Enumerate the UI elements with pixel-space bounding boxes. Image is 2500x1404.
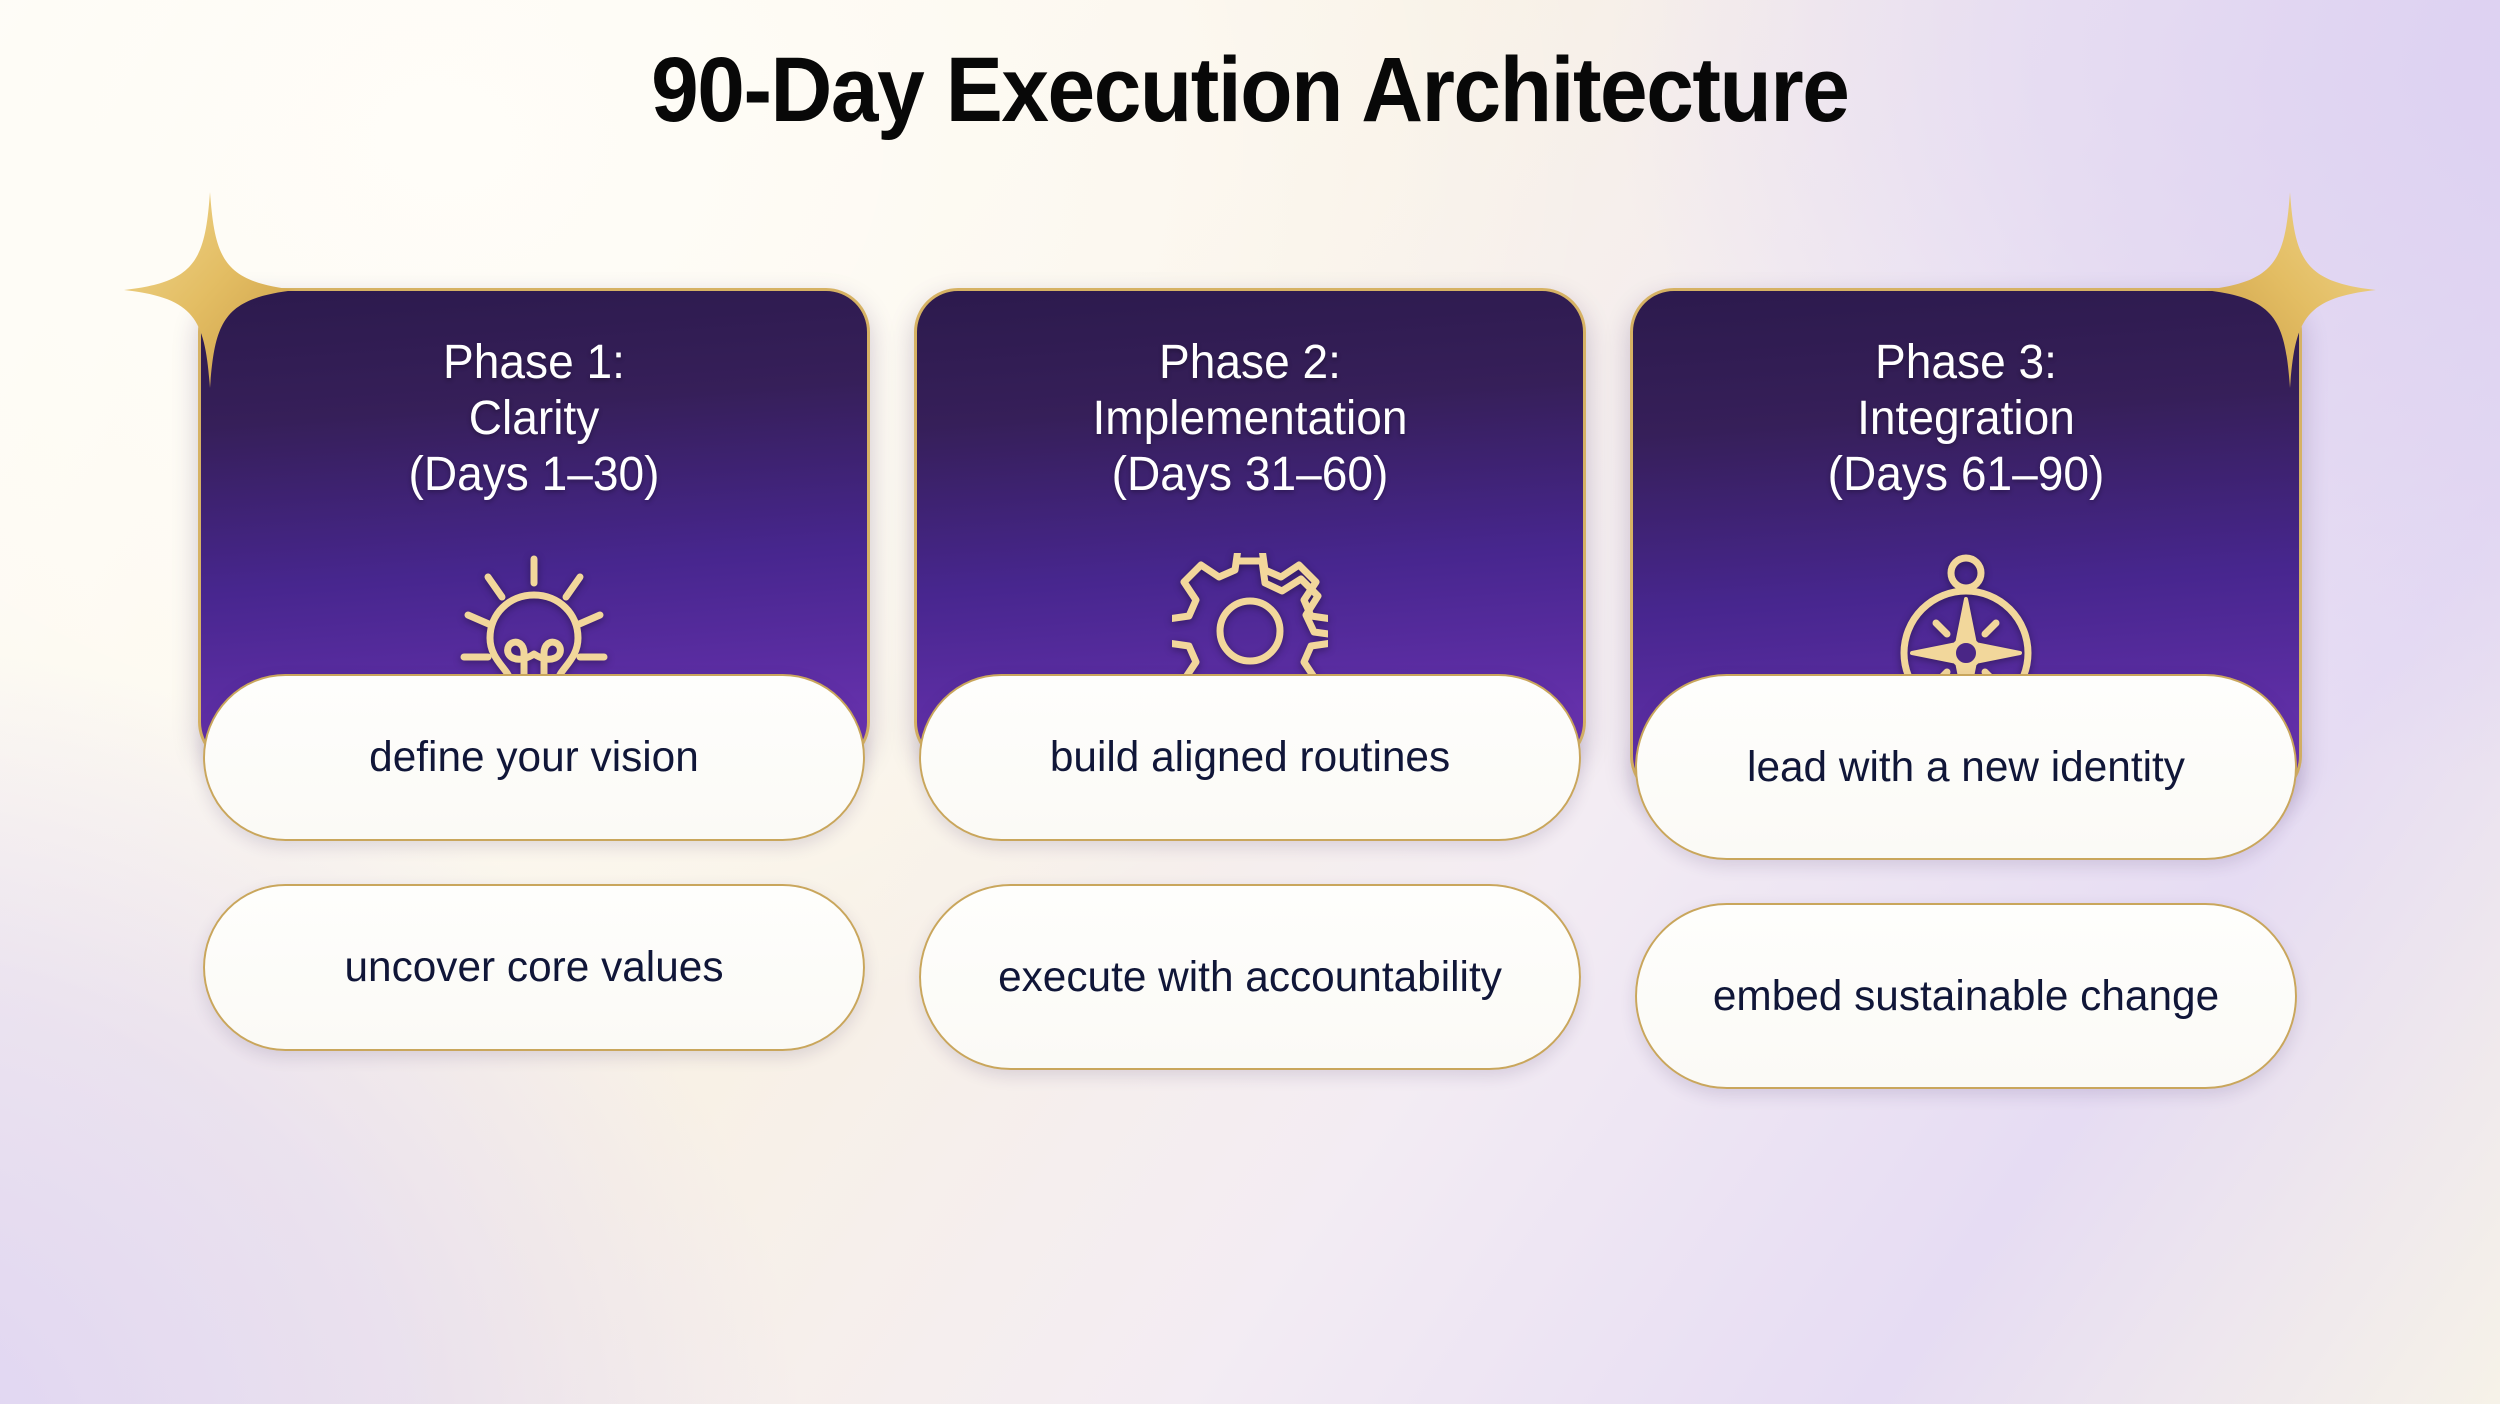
gear-icon	[917, 553, 1583, 709]
phase-title-line-2: Integration	[1857, 392, 2075, 446]
phases-board: Phase 1: Clarity (Days 1–30)	[124, 192, 2376, 1308]
phase-title-line-1: Phase 1:	[443, 336, 625, 389]
phase-2-item-2-label: execute with accountability	[998, 952, 1502, 1001]
phase-title-line-1: Phase 2:	[1159, 336, 1341, 389]
phase-3-item-1[interactable]: lead with a new identity	[1635, 674, 2297, 860]
phase-column-2: Phase 2: Implementation (Days 31–60) bui…	[914, 288, 1586, 1308]
phase-2-item-2[interactable]: execute with accountability	[919, 884, 1581, 1070]
phase-3-item-2[interactable]: embed sustainable change	[1635, 903, 2297, 1089]
phase-1-item-2-label: uncover core values	[344, 943, 724, 992]
page-title: 90-Day Execution Architecture	[651, 38, 1850, 141]
phase-card-3-title: Phase 3: Integration (Days 61–90)	[1646, 335, 2285, 503]
phase-3-item-2-label: embed sustainable change	[1712, 971, 2220, 1020]
phase-title-line-1: Phase 3:	[1875, 336, 2057, 389]
phase-title-line-2: Clarity	[468, 392, 600, 446]
phase-1-item-1-label: define your vision	[369, 733, 699, 782]
phase-3-item-1-label: lead with a new identity	[1747, 742, 2185, 791]
phase-2-item-1-label: build aligned routines	[1049, 733, 1451, 782]
phase-title-line-3: (Days 1–30)	[408, 448, 660, 502]
phase-column-3: Phase 3: Integration (Days 61–90)	[1630, 192, 2376, 1308]
phase-card-2-title: Phase 2: Implementation (Days 31–60)	[930, 335, 1569, 503]
phase-card-1-title: Phase 1: Clarity (Days 1–30)	[214, 335, 853, 503]
phase-title-line-3: (Days 31–60)	[1111, 448, 1389, 502]
phase-1-item-2[interactable]: uncover core values	[203, 884, 865, 1051]
phase-2-item-1[interactable]: build aligned routines	[919, 674, 1581, 841]
phase-1-item-1[interactable]: define your vision	[203, 674, 865, 841]
page-header: 90-Day Execution Architecture	[0, 0, 2500, 180]
phase-column-1: Phase 1: Clarity (Days 1–30)	[124, 192, 870, 1308]
phase-title-line-3: (Days 61–90)	[1827, 448, 2105, 502]
phase-title-line-2: Implementation	[1092, 392, 1408, 446]
